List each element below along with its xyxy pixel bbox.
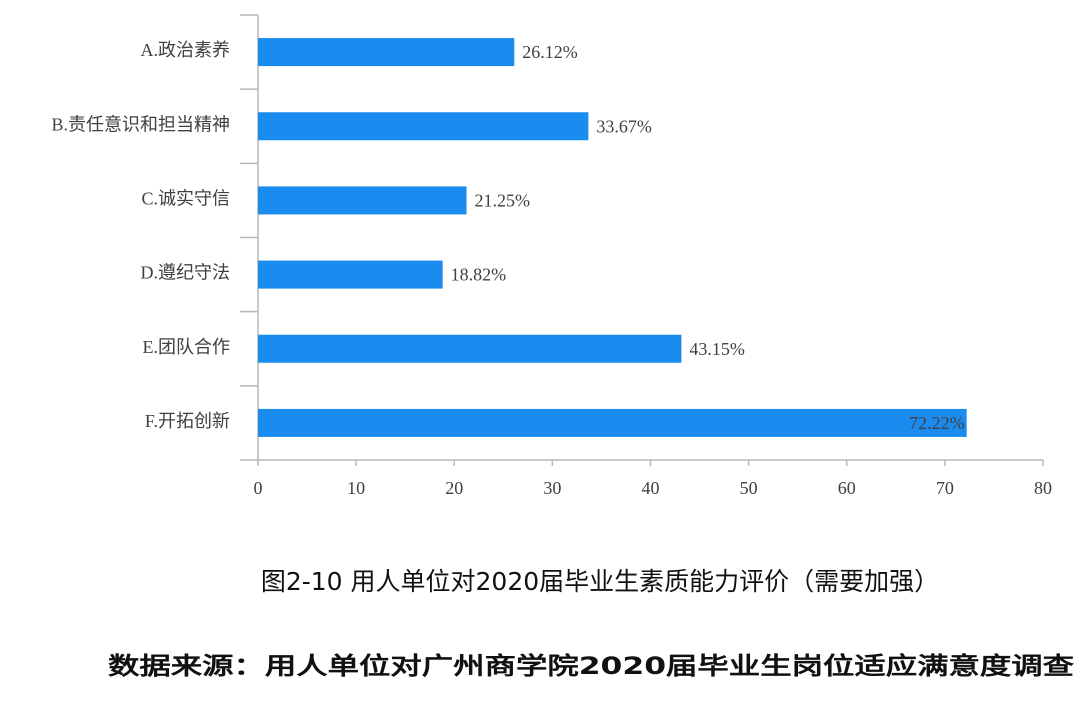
bar bbox=[258, 186, 467, 215]
x-tick-label: 50 bbox=[740, 478, 758, 498]
bar bbox=[258, 334, 682, 363]
value-label: 26.12% bbox=[522, 42, 578, 62]
x-tick-label: 70 bbox=[936, 478, 954, 498]
y-tick-label: C.诚实守信 bbox=[141, 189, 230, 209]
value-label: 33.67% bbox=[596, 116, 652, 136]
value-label: 72.22% bbox=[909, 413, 965, 433]
y-tick-label: B.责任意识和担当精神 bbox=[51, 114, 230, 134]
value-label: 21.25% bbox=[475, 191, 531, 211]
bar bbox=[258, 38, 515, 67]
y-tick-label: F.开拓创新 bbox=[145, 411, 230, 431]
source: 数据来源：用人单位对广州商学院2020届毕业生岗位适应满意度调查 bbox=[108, 652, 1074, 680]
y-tick-label: D.遵纪守法 bbox=[141, 263, 231, 283]
y-tick-label: A.政治素养 bbox=[141, 40, 231, 60]
x-tick-label: 80 bbox=[1034, 478, 1052, 498]
caption: 图2-10 用人单位对2020届毕业生素质能力评价（需要加强） bbox=[261, 567, 939, 596]
bar bbox=[258, 112, 589, 141]
x-tick-label: 40 bbox=[642, 478, 660, 498]
value-label: 18.82% bbox=[451, 265, 507, 285]
x-tick-label: 10 bbox=[347, 478, 365, 498]
x-tick-label: 30 bbox=[543, 478, 561, 498]
value-label: 43.15% bbox=[689, 339, 745, 359]
x-tick-label: 0 bbox=[254, 478, 263, 498]
bar bbox=[258, 408, 967, 437]
y-tick-label: E.团队合作 bbox=[143, 337, 231, 357]
bar bbox=[258, 260, 443, 289]
x-tick-label: 60 bbox=[838, 478, 856, 498]
x-tick-label: 20 bbox=[445, 478, 463, 498]
